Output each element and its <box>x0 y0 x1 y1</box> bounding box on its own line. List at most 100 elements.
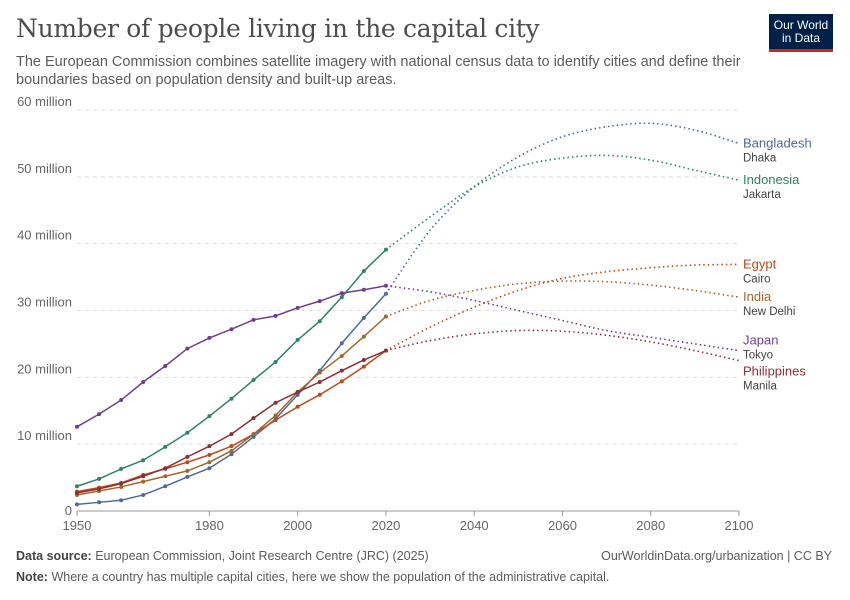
data-point-india <box>207 460 212 465</box>
data-point-indonesia <box>339 295 344 300</box>
data-point-bangladesh <box>119 498 124 503</box>
data-point-egypt <box>273 418 278 423</box>
legend-label-indonesia: Indonesia <box>743 172 800 187</box>
source-url-link[interactable]: OurWorldinData.org/urbanization | CC BY <box>601 549 832 563</box>
y-tick-label: 30 million <box>17 295 72 310</box>
projection-line-philippines <box>385 329 740 362</box>
data-point-philippines <box>317 380 322 385</box>
chart-title: Number of people living in the capital c… <box>16 14 540 43</box>
data-point-india <box>361 334 366 339</box>
x-tick-label: 1950 <box>63 518 92 533</box>
data-point-japan <box>317 299 322 304</box>
data-point-egypt <box>339 379 344 384</box>
data-point-japan <box>185 346 190 351</box>
projection-line-india <box>385 280 740 318</box>
data-point-bangladesh <box>229 452 234 457</box>
data-point-india <box>163 474 168 479</box>
y-tick-label: 50 million <box>17 161 72 176</box>
data-point-egypt <box>185 460 190 465</box>
projection-line-bangladesh <box>385 122 740 295</box>
data-point-japan <box>361 287 366 292</box>
data-point-indonesia <box>141 458 146 463</box>
data-point-philippines <box>361 357 366 362</box>
y-tick-label: 60 million <box>17 94 72 109</box>
data-point-bangladesh <box>361 315 366 320</box>
data-point-philippines <box>251 416 256 421</box>
data-point-indonesia <box>295 337 300 342</box>
data-point-egypt <box>207 452 212 457</box>
x-tick-label: 1980 <box>195 518 224 533</box>
x-tick-label: 2000 <box>283 518 312 533</box>
data-point-philippines <box>163 466 168 471</box>
data-point-japan <box>163 363 168 368</box>
data-point-india <box>339 353 344 358</box>
x-tick-label: 2020 <box>371 518 400 533</box>
data-point-indonesia <box>361 269 366 274</box>
projection-line-japan <box>385 284 740 352</box>
legend-city-egypt: Cairo <box>743 273 770 285</box>
y-tick-label: 40 million <box>17 228 72 243</box>
data-point-india <box>185 468 190 473</box>
data-point-japan <box>229 327 234 332</box>
data-point-japan <box>97 412 102 417</box>
x-tick-label: 2100 <box>725 518 754 533</box>
data-point-bangladesh <box>163 484 168 489</box>
data-point-philippines <box>383 348 388 353</box>
chart-subtitle: The European Commission combines satelli… <box>16 54 741 88</box>
y-tick-label: 0 <box>65 503 72 518</box>
data-point-india <box>383 314 388 319</box>
data-point-egypt <box>317 392 322 397</box>
data-point-philippines <box>229 432 234 437</box>
legend-label-bangladesh: Bangladesh <box>743 135 812 150</box>
data-point-indonesia <box>383 247 388 252</box>
note-text: Where a country has multiple capital cit… <box>51 570 610 584</box>
data-point-philippines <box>207 444 212 449</box>
owid-logo[interactable]: Our World in Data <box>769 14 833 52</box>
data-point-indonesia <box>119 466 124 471</box>
projection-line-egypt <box>385 263 740 352</box>
legend-city-india: New Delhi <box>743 306 795 318</box>
data-point-japan <box>119 398 124 403</box>
data-point-bangladesh <box>141 492 146 497</box>
legend-city-philippines: Manila <box>743 381 777 393</box>
projection-line-indonesia <box>385 154 740 251</box>
data-point-indonesia <box>273 359 278 364</box>
legend-label-japan: Japan <box>743 333 778 348</box>
logo-text: Our World in Data <box>773 18 829 45</box>
data-point-bangladesh <box>97 500 102 505</box>
data-point-japan <box>141 380 146 385</box>
data-point-indonesia <box>97 476 102 481</box>
legend-city-indonesia: Jakarta <box>743 189 781 201</box>
data-point-japan <box>75 424 79 429</box>
data-point-indonesia <box>229 396 234 401</box>
legend-label-egypt: Egypt <box>743 256 777 271</box>
data-point-egypt <box>361 364 366 369</box>
data-point-philippines <box>119 481 124 486</box>
data-point-philippines <box>185 454 190 459</box>
data-point-philippines <box>295 390 300 395</box>
legend-city-bangladesh: Dhaka <box>743 152 777 164</box>
data-source: Data source: European Commission, Joint … <box>16 549 429 563</box>
data-point-egypt <box>229 444 234 449</box>
data-point-bangladesh <box>339 341 344 346</box>
data-point-india <box>229 448 234 453</box>
data-point-bangladesh <box>383 291 388 296</box>
data-point-indonesia <box>163 444 168 449</box>
data-point-indonesia <box>185 430 190 435</box>
data-point-india <box>141 479 146 484</box>
data-point-japan <box>383 283 388 288</box>
data-point-japan <box>207 335 212 340</box>
data-point-indonesia <box>317 319 322 324</box>
data-point-japan <box>339 291 344 296</box>
data-point-indonesia <box>251 378 256 383</box>
y-tick-label: 20 million <box>17 361 72 376</box>
data-point-india <box>273 413 278 418</box>
data-point-bangladesh <box>207 466 212 471</box>
legend-label-india: India <box>743 289 772 304</box>
data-point-japan <box>295 305 300 310</box>
y-tick-label: 10 million <box>17 428 72 443</box>
data-point-philippines <box>97 486 102 491</box>
x-tick-label: 2060 <box>548 518 577 533</box>
series-line-japan <box>76 285 387 428</box>
